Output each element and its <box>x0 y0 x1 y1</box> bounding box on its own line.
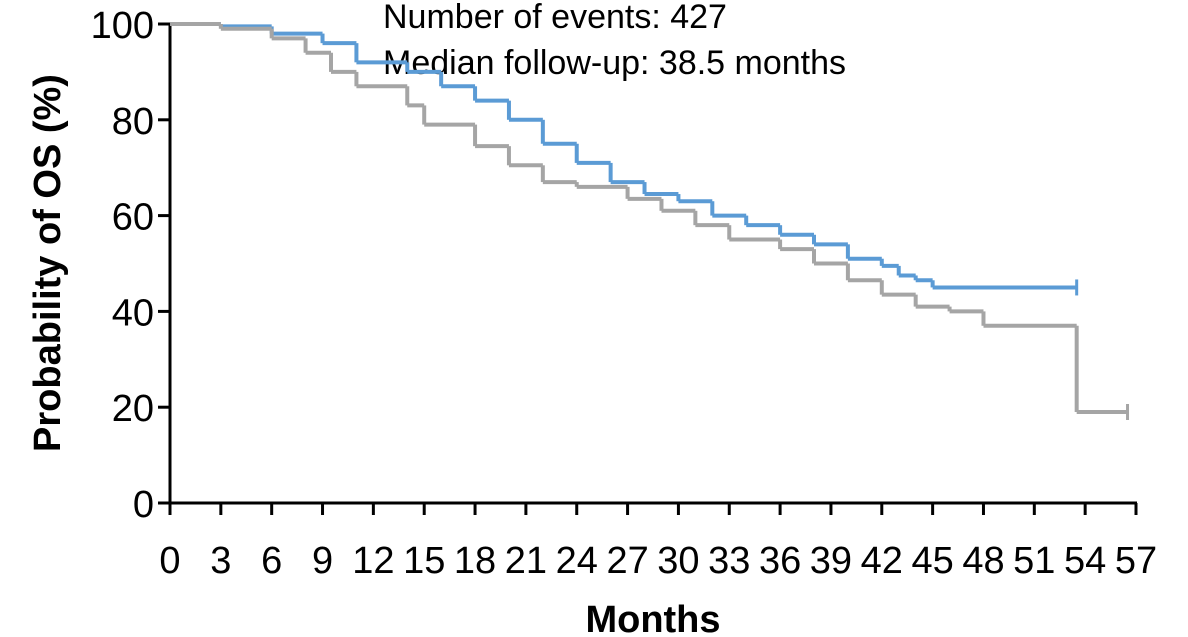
x-tick-label: 15 <box>403 540 445 582</box>
x-tick-label: 48 <box>962 540 1004 582</box>
x-tick-label: 54 <box>1064 540 1106 582</box>
y-axis-title: Probability of OS (%) <box>27 74 69 452</box>
y-tick-label: 20 <box>112 388 154 430</box>
x-axis-title: Months <box>585 599 720 637</box>
x-tick-label: 30 <box>657 540 699 582</box>
y-tick-label: 60 <box>112 197 154 239</box>
x-tick-label: 0 <box>159 540 180 582</box>
x-tick-label: 57 <box>1115 540 1157 582</box>
x-tick-label: 51 <box>1013 540 1055 582</box>
x-tick-label: 42 <box>861 540 903 582</box>
x-tick-label: 36 <box>759 540 801 582</box>
y-tick-label: 80 <box>112 101 154 143</box>
x-tick-label: 21 <box>505 540 547 582</box>
x-tick-label: 39 <box>810 540 852 582</box>
annotation: Number of events: 427 <box>383 0 727 36</box>
x-tick-label: 9 <box>312 540 333 582</box>
annotation: Median follow-up: 38.5 months <box>383 44 846 82</box>
x-tick-label: 24 <box>556 540 598 582</box>
x-tick-label: 33 <box>708 540 750 582</box>
x-tick-label: 27 <box>606 540 648 582</box>
y-tick-label: 40 <box>112 292 154 334</box>
x-tick-label: 18 <box>454 540 496 582</box>
y-tick-label: 0 <box>133 484 154 526</box>
y-tick-label: 100 <box>91 5 154 47</box>
x-tick-label: 3 <box>210 540 231 582</box>
x-tick-label: 6 <box>261 540 282 582</box>
x-tick-label: 12 <box>352 540 394 582</box>
x-tick-label: 45 <box>911 540 953 582</box>
